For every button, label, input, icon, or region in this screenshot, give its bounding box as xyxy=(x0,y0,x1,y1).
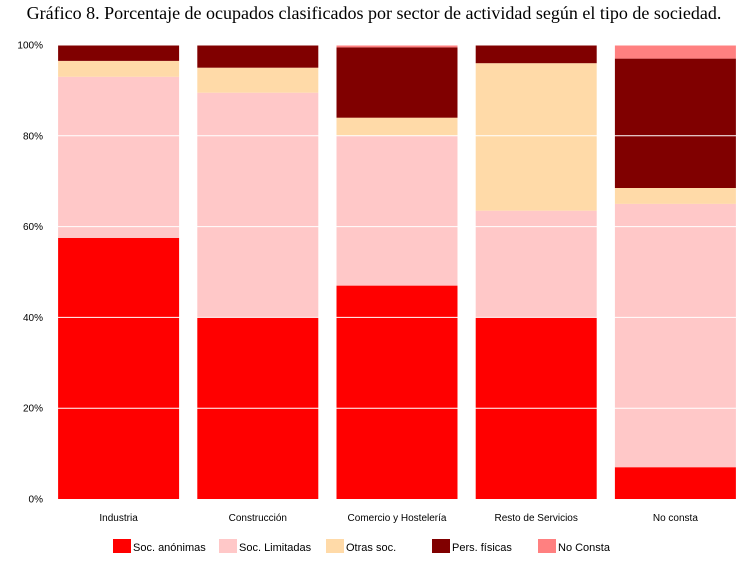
y-tick-label: 100% xyxy=(17,41,43,52)
bar-segment-resto-de-servicios-pers-fisicas xyxy=(475,45,597,64)
legend-item-pers-fisicas: Pers. físicas xyxy=(432,539,512,554)
bar-segment-no-consta-soc-limitadas xyxy=(614,203,736,468)
legend-label: Soc. Limitadas xyxy=(239,542,312,554)
bars-layer xyxy=(58,45,736,499)
legend-item-no-consta: No Consta xyxy=(538,539,611,554)
legend-label: Soc. anónimas xyxy=(133,542,206,554)
legend: Soc. anónimas Soc. Limitadas Otras soc. Per… xyxy=(113,539,611,554)
bar-segment-comercio-y-hosteleria-soc-anonimas xyxy=(336,285,458,499)
bar-segment-industria-pers-fisicas xyxy=(58,45,180,61)
bar-segment-comercio-y-hosteleria-pers-fisicas xyxy=(336,47,458,118)
legend-swatch xyxy=(432,539,450,553)
legend-swatch xyxy=(538,539,556,553)
legend-swatch xyxy=(326,539,344,553)
x-tick-label: Industria xyxy=(99,513,138,524)
legend-swatch xyxy=(113,539,131,553)
x-axis-labels: Industria Construcción Comercio y Hosteler… xyxy=(99,513,698,524)
y-tick-label: 60% xyxy=(23,222,43,233)
bar-segment-construccion-soc-limitadas xyxy=(197,92,319,318)
x-tick-label: No consta xyxy=(653,513,698,524)
bar-segment-construccion-pers-fisicas xyxy=(197,45,319,68)
y-tick-label: 40% xyxy=(23,313,43,324)
y-tick-label: 80% xyxy=(23,131,43,142)
chart-title: Gráfico 8. Porcentaje de ocupados clasif… xyxy=(26,3,722,23)
bar-segment-comercio-y-hosteleria-soc-limitadas xyxy=(336,135,458,286)
legend-swatch xyxy=(219,539,237,553)
bar-segment-resto-de-servicios-otras-soc xyxy=(475,63,597,211)
bar-segment-no-consta-otras-soc xyxy=(614,188,736,204)
x-tick-label: Construcción xyxy=(229,513,287,524)
x-tick-label: Comercio y Hostelería xyxy=(348,513,447,524)
bar-segment-no-consta-pers-fisicas xyxy=(614,58,736,188)
bar-segment-no-consta-no-consta xyxy=(614,45,736,59)
bar-segment-comercio-y-hosteleria-otras-soc xyxy=(336,117,458,136)
bar-segment-construccion-otras-soc xyxy=(197,67,319,93)
y-axis-ticks: 0% 20% 40% 60% 80% 100% xyxy=(17,41,43,506)
y-tick-label: 0% xyxy=(29,495,44,506)
legend-label: Otras soc. xyxy=(346,542,396,554)
bar-segment-industria-soc-anonimas xyxy=(58,238,180,499)
legend-label: Pers. físicas xyxy=(452,542,512,554)
legend-item-soc-anonimas: Soc. anónimas xyxy=(113,539,206,554)
bar-segment-comercio-y-hosteleria-no-consta xyxy=(336,45,458,48)
bar-segment-resto-de-servicios-soc-limitadas xyxy=(475,210,597,318)
bar-segment-industria-otras-soc xyxy=(58,60,180,77)
legend-item-otras-soc: Otras soc. xyxy=(326,539,396,554)
bar-segment-industria-soc-limitadas xyxy=(58,76,180,238)
bar-segment-no-consta-soc-anonimas xyxy=(614,467,736,499)
y-tick-label: 20% xyxy=(23,404,43,415)
legend-item-soc-limitadas: Soc. Limitadas xyxy=(219,539,312,554)
gridlines-layer xyxy=(49,44,745,409)
legend-label: No Consta xyxy=(558,542,611,554)
x-tick-label: Resto de Servicios xyxy=(495,513,578,524)
